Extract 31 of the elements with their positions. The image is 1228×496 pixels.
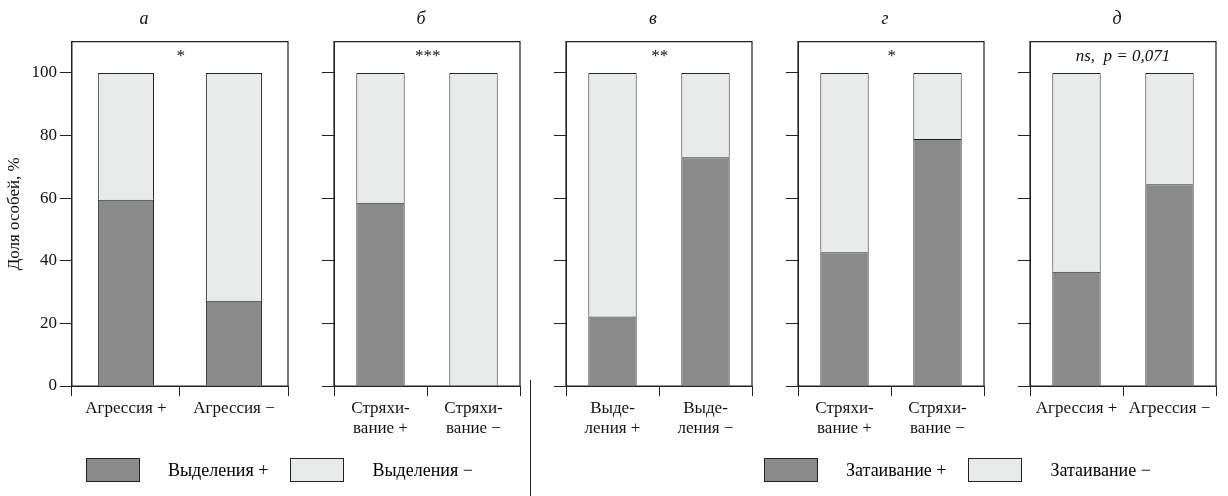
x-tick-label: Стряхи- вание + — [815, 397, 874, 438]
chart-title: в — [649, 7, 658, 28]
x-tick-label: Агрессия + — [1035, 397, 1118, 417]
y-tick-label: 100 — [31, 62, 57, 82]
annotation: ** — [650, 45, 668, 65]
chart-title: б — [416, 7, 427, 28]
y-tick-label: 80 — [39, 125, 57, 144]
x-tick-label: Стряхи- вание − — [444, 397, 503, 438]
y-axis-title: Доля особей, % — [3, 157, 23, 271]
x-tick-label: Агрессия − — [1128, 397, 1211, 417]
x-tick-label: Агрессия + — [85, 397, 167, 417]
x-tick-label: Выде- ления + — [584, 397, 641, 438]
y-tick-label: 60 — [39, 187, 57, 207]
chart-title: д — [1112, 7, 1122, 28]
chart-title: г — [881, 7, 889, 28]
x-tick-label: Агрессия − — [193, 397, 275, 417]
y-tick-label: 40 — [39, 250, 57, 270]
legend-label: Затаивание − — [1050, 459, 1151, 481]
x-tick-label: Стряхи- вание + — [351, 397, 410, 438]
annotation: * — [175, 45, 185, 65]
annotation: * — [886, 45, 896, 65]
x-tick-label: Выде- ления − — [677, 397, 734, 438]
y-tick-label: 0 — [48, 375, 57, 395]
legend-label: Выделения + — [168, 459, 269, 481]
legend-label: Выделения − — [372, 459, 473, 481]
legend-label: Затаивание + — [846, 459, 947, 481]
chart-title: а — [139, 7, 149, 28]
y-tick-label: 20 — [39, 312, 57, 332]
annotation: *** — [414, 45, 441, 65]
x-tick-label: Стряхи- вание − — [908, 397, 967, 438]
annotation: ns, p = 0,071 — [1075, 45, 1171, 65]
